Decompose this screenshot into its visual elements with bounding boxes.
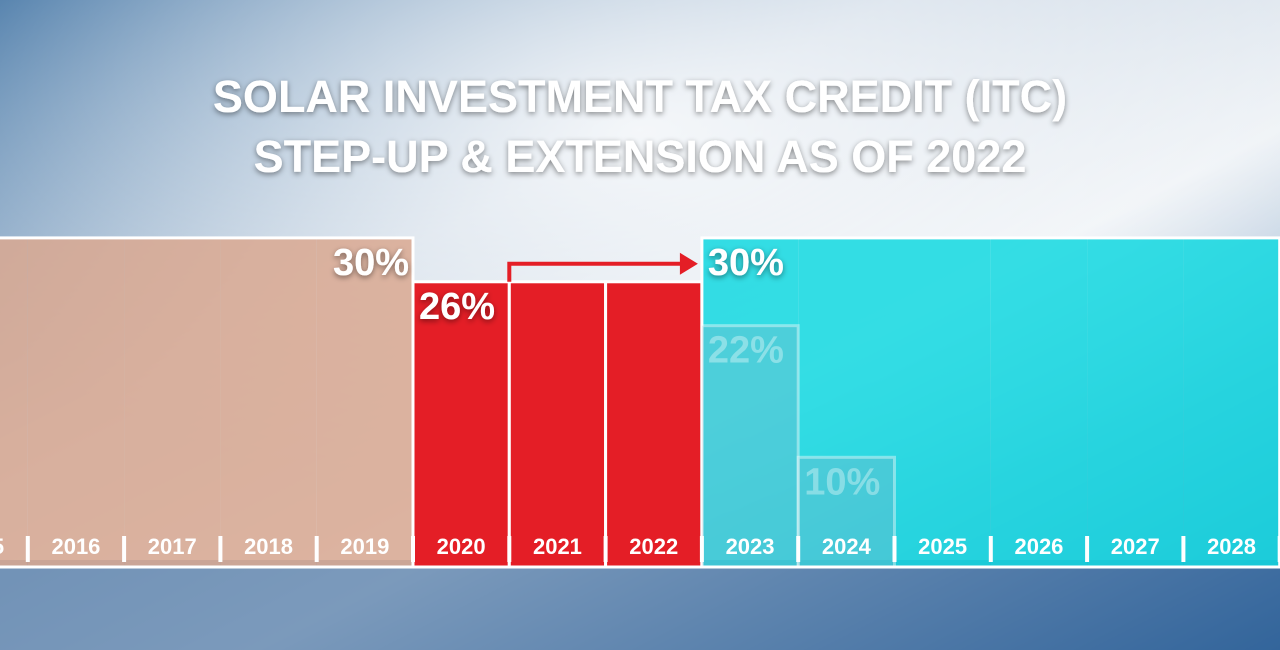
x-tick-label: 2016 (51, 534, 100, 559)
x-tick-label: 2018 (244, 534, 293, 559)
x-tick-label: 2017 (148, 534, 197, 559)
chart-title: STEP-UP & EXTENSION AS OF 2022 (254, 131, 1027, 182)
bar (316, 237, 413, 567)
x-tick-label: 2021 (533, 534, 582, 559)
x-tick-label: 2027 (1111, 534, 1160, 559)
bar (894, 237, 991, 567)
bar (27, 237, 125, 567)
value-label: 30% (333, 242, 409, 284)
value-label: 26% (419, 286, 495, 328)
previous-law-bar (796, 455, 897, 569)
bar (220, 237, 317, 567)
bar (701, 237, 799, 567)
plot: 30%26%30%22%10%2015201620172018201920202… (0, 236, 1280, 569)
x-tick-label: 2022 (629, 534, 678, 559)
x-tick-label: 2015 (0, 534, 4, 559)
bar (798, 237, 895, 567)
bar (507, 280, 608, 569)
x-tick-label: 2028 (1207, 534, 1256, 559)
x-tick-label: 2019 (340, 534, 389, 559)
bar (990, 237, 1088, 567)
value-label: 22% (708, 330, 784, 372)
value-label: 10% (804, 461, 880, 503)
bar (1087, 237, 1184, 567)
bar (604, 280, 704, 569)
background-band (0, 560, 1280, 650)
x-tick-label: 2023 (726, 534, 775, 559)
x-tick-label: 2026 (1014, 534, 1063, 559)
x-tick-label: 2020 (437, 534, 486, 559)
x-tick-label: 2024 (822, 534, 872, 559)
value-label: 30% (708, 242, 784, 284)
chart-title: SOLAR INVESTMENT TAX CREDIT (ITC) (213, 71, 1067, 122)
step-up-arrow (507, 261, 684, 282)
bar (0, 237, 28, 567)
bar (124, 237, 221, 567)
arrow-head (679, 252, 698, 275)
bar (1183, 237, 1280, 567)
x-tick-label: 2025 (918, 534, 967, 559)
